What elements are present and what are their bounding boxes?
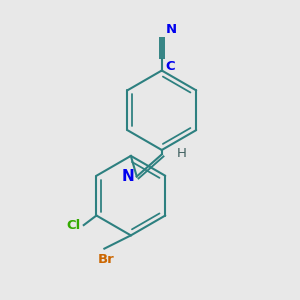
- Text: N: N: [166, 23, 177, 36]
- Text: Br: Br: [98, 253, 114, 266]
- Text: Cl: Cl: [67, 219, 81, 232]
- Text: C: C: [166, 60, 175, 73]
- Text: H: H: [176, 147, 186, 160]
- Text: N: N: [122, 169, 134, 184]
